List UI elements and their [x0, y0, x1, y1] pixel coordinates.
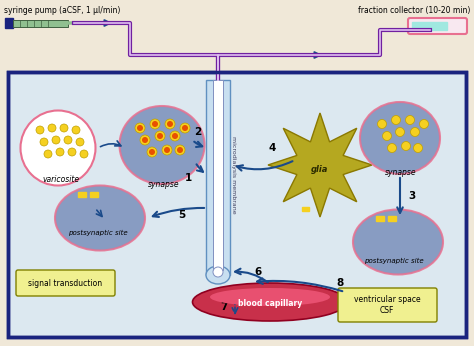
Circle shape	[142, 137, 148, 143]
Circle shape	[401, 142, 410, 151]
Circle shape	[80, 150, 88, 158]
Circle shape	[383, 131, 392, 140]
Circle shape	[170, 131, 180, 141]
Circle shape	[40, 138, 48, 146]
FancyArrow shape	[68, 21, 76, 25]
Circle shape	[150, 119, 160, 129]
Ellipse shape	[192, 283, 347, 321]
Text: syringe pump (aCSF, 1 µl/min): syringe pump (aCSF, 1 µl/min)	[4, 6, 120, 15]
Text: 3: 3	[409, 191, 416, 201]
Text: postsynaptic site: postsynaptic site	[68, 230, 128, 236]
Ellipse shape	[213, 267, 223, 277]
Circle shape	[164, 147, 170, 153]
Text: microdialysis membrane: microdialysis membrane	[231, 136, 236, 214]
Bar	[90, 192, 98, 197]
Text: 5: 5	[178, 210, 186, 220]
Bar	[412, 22, 447, 30]
Circle shape	[52, 136, 60, 144]
Circle shape	[162, 145, 172, 155]
Circle shape	[44, 150, 52, 158]
Circle shape	[172, 133, 178, 139]
Bar	[206, 80, 230, 275]
Text: 6: 6	[255, 267, 262, 277]
Circle shape	[388, 144, 396, 153]
FancyBboxPatch shape	[16, 270, 115, 296]
Text: fraction collector (10-20 min): fraction collector (10-20 min)	[357, 6, 470, 15]
Text: 7: 7	[220, 302, 228, 312]
Circle shape	[167, 121, 173, 127]
Circle shape	[157, 133, 163, 139]
Text: postsynaptic site: postsynaptic site	[364, 258, 424, 264]
Text: synapse: synapse	[148, 180, 180, 189]
Circle shape	[137, 125, 143, 131]
Circle shape	[152, 121, 158, 127]
Ellipse shape	[20, 110, 95, 185]
Circle shape	[177, 147, 183, 153]
Text: blood capillary: blood capillary	[238, 300, 302, 309]
Circle shape	[419, 119, 428, 128]
Circle shape	[405, 116, 414, 125]
Circle shape	[147, 147, 157, 157]
Bar	[8, 72, 466, 337]
Circle shape	[155, 131, 165, 141]
Circle shape	[48, 124, 56, 132]
FancyBboxPatch shape	[338, 288, 437, 322]
Ellipse shape	[55, 185, 145, 251]
FancyBboxPatch shape	[408, 18, 467, 34]
Circle shape	[180, 123, 190, 133]
Circle shape	[175, 145, 185, 155]
Circle shape	[72, 126, 80, 134]
Polygon shape	[268, 113, 372, 217]
Circle shape	[56, 148, 64, 156]
Circle shape	[149, 149, 155, 155]
Bar	[5, 18, 13, 28]
Circle shape	[377, 119, 386, 128]
Text: ventricular space
CSF: ventricular space CSF	[354, 295, 420, 315]
Text: glia: glia	[311, 165, 328, 174]
Bar	[213, 80, 223, 270]
Ellipse shape	[206, 266, 230, 284]
Bar	[8, 72, 466, 337]
Ellipse shape	[353, 209, 443, 274]
Bar	[376, 216, 384, 221]
Circle shape	[165, 119, 175, 129]
Text: signal transduction: signal transduction	[28, 279, 102, 288]
Circle shape	[395, 127, 404, 137]
Circle shape	[36, 126, 44, 134]
Bar	[388, 216, 396, 221]
Circle shape	[413, 144, 422, 153]
Ellipse shape	[119, 106, 204, 184]
Circle shape	[392, 116, 401, 125]
Text: varicosite: varicosite	[42, 175, 79, 184]
Circle shape	[76, 138, 84, 146]
Circle shape	[135, 123, 145, 133]
Circle shape	[410, 127, 419, 137]
Bar	[302, 207, 309, 211]
Ellipse shape	[210, 288, 330, 306]
Text: 8: 8	[337, 278, 344, 288]
Bar	[13, 19, 68, 27]
Circle shape	[182, 125, 188, 131]
Text: 4: 4	[268, 143, 276, 153]
Circle shape	[64, 136, 72, 144]
Text: 2: 2	[194, 127, 201, 137]
Bar	[78, 192, 86, 197]
Text: 1: 1	[184, 173, 191, 183]
Circle shape	[140, 135, 150, 145]
Text: synapse: synapse	[385, 168, 417, 177]
Circle shape	[60, 124, 68, 132]
Circle shape	[68, 148, 76, 156]
Ellipse shape	[360, 102, 440, 174]
